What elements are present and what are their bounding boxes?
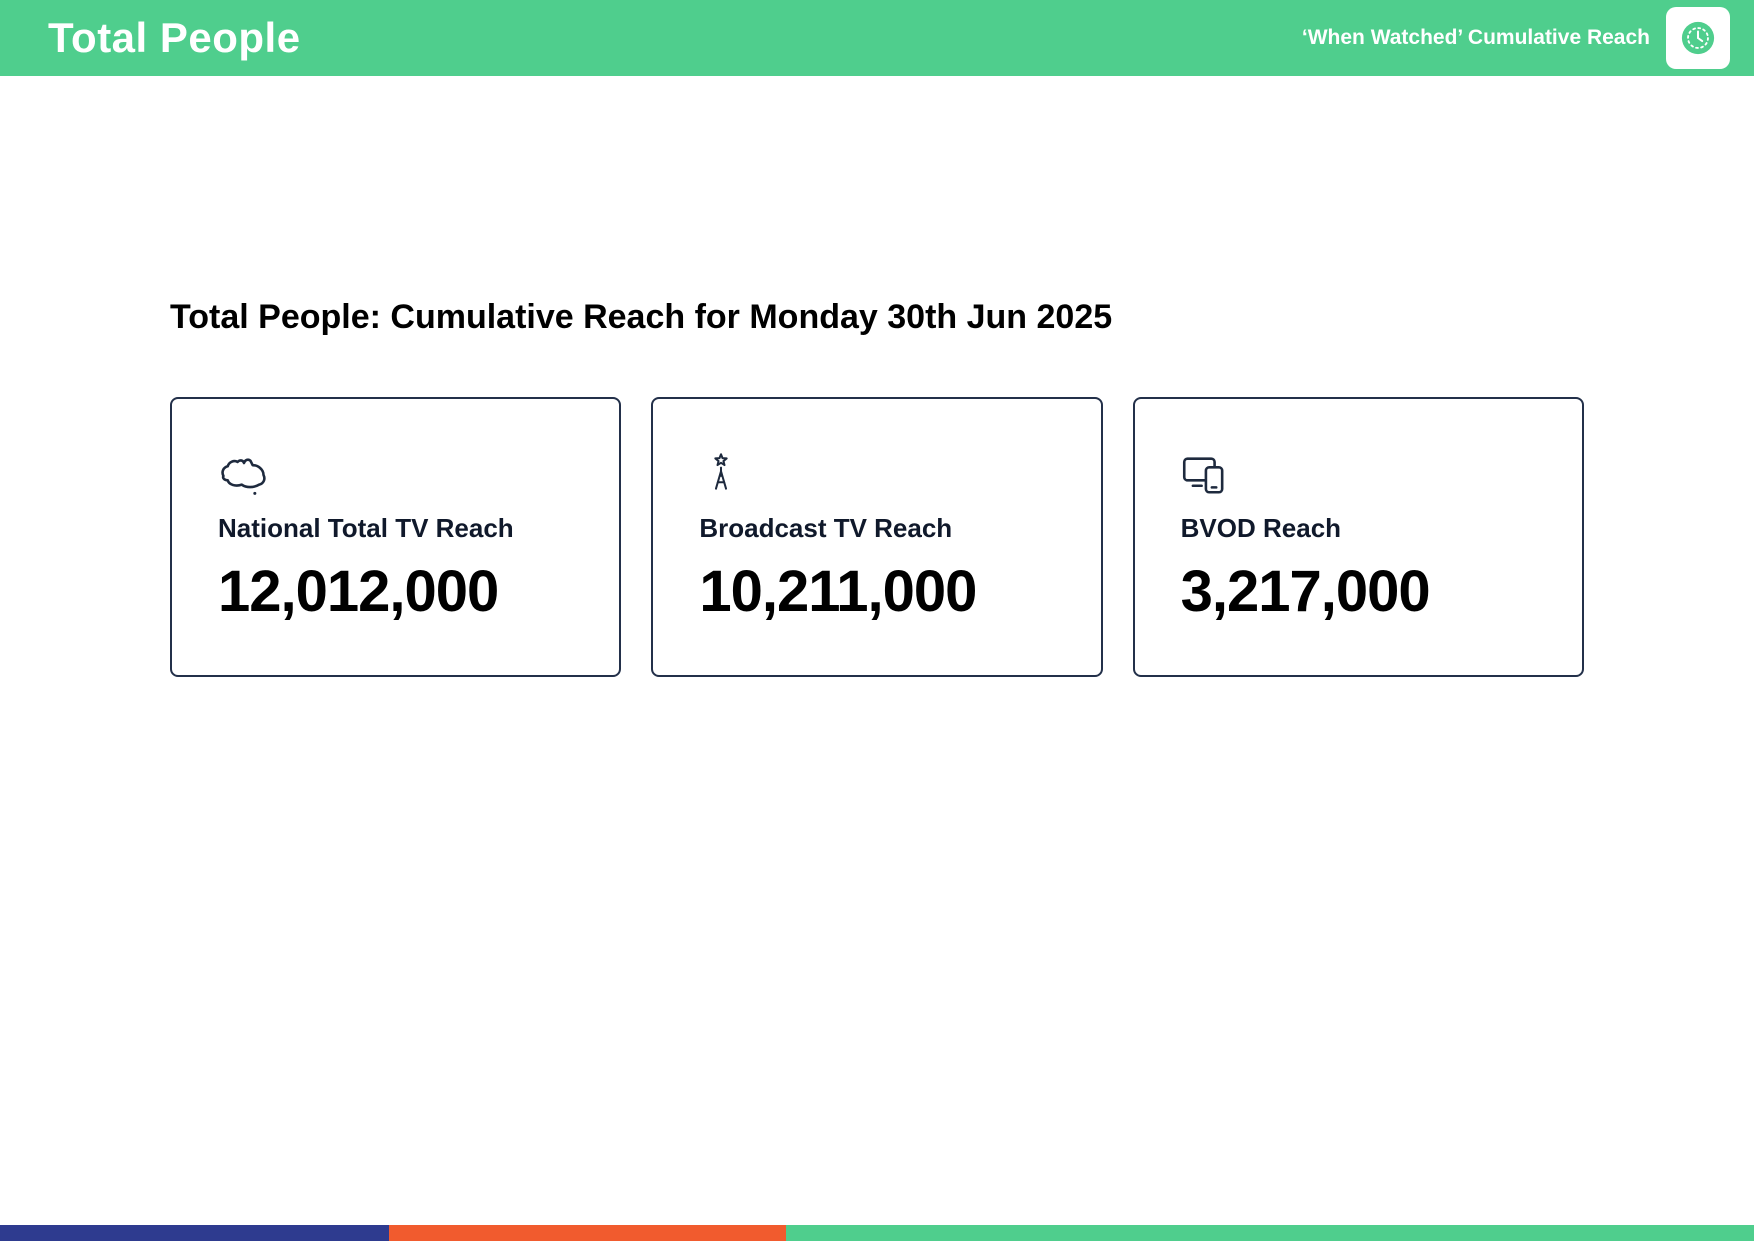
- stat-label: Broadcast TV Reach: [699, 513, 953, 543]
- when-watched-badge: [1666, 7, 1730, 69]
- page-title: Total People: [48, 14, 301, 61]
- section-heading: Total People: Cumulative Reach for Monda…: [170, 298, 1113, 336]
- header-right-group: ‘When Watched’ Cumulative Reach: [1302, 7, 1730, 69]
- stat-card-bvod: BVOD Reach 3,217,000: [1132, 397, 1584, 677]
- broadcast-tower-icon: [699, 447, 1054, 499]
- stat-label: BVOD Reach: [1180, 513, 1342, 543]
- stat-value: 10,211,000: [699, 559, 977, 624]
- stat-label: National Total TV Reach: [218, 513, 514, 543]
- header-bar: Total People ‘When Watched’ Cumulative R…: [0, 0, 1754, 76]
- stat-value: 3,217,000: [1180, 559, 1431, 624]
- stat-card-broadcast-tv: Broadcast TV Reach 10,211,000: [651, 397, 1103, 677]
- devices-icon: [1181, 447, 1536, 499]
- stat-card-national-total-tv: National Total TV Reach 12,012,000: [170, 397, 622, 677]
- main-content: Total People: Cumulative Reach for Monda…: [0, 298, 1754, 677]
- australia-map-icon: [218, 447, 573, 499]
- clock-icon: [1675, 15, 1721, 61]
- footer-segment-green: [785, 1225, 1754, 1241]
- stat-cards-row: National Total TV Reach 12,012,000 Broad…: [170, 397, 1584, 677]
- header-tagline: ‘When Watched’ Cumulative Reach: [1301, 26, 1650, 49]
- stat-value: 12,012,000: [218, 559, 499, 624]
- footer-segment-blue: [0, 1225, 390, 1241]
- footer-brand-bar: [0, 1225, 1754, 1241]
- footer-segment-orange: [389, 1225, 786, 1241]
